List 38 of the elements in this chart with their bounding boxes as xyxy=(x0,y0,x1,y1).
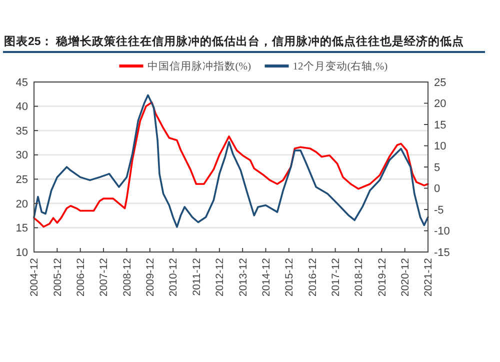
x-tick-label: 2004-12 xyxy=(28,258,41,297)
x-tick-label: 2017-12 xyxy=(330,258,342,297)
y-tick-label: 40 xyxy=(16,101,28,114)
x-tick-label: 2019-12 xyxy=(376,258,388,297)
chart-title: 图表25： 稳增长政策往往在信用脉冲的低估出台，信用脉冲的低点往往也是经济的低点 xyxy=(4,34,464,48)
y2-tick-label: 10 xyxy=(434,140,446,153)
legend-label: 中国信用脉冲指数(%) xyxy=(147,60,252,73)
legend-label: 12个月变动(右轴,%) xyxy=(292,60,388,73)
y2-tick-label: 20 xyxy=(434,98,446,110)
y2-tick-label: -15 xyxy=(434,246,450,259)
y-tick-label: 20 xyxy=(16,198,28,210)
y-tick-label: 15 xyxy=(16,222,28,235)
x-tick-label: 2007-12 xyxy=(98,258,110,297)
x-tick-label: 2015-12 xyxy=(284,258,296,297)
y-tick-label: 35 xyxy=(16,125,28,138)
y-tick-label: 45 xyxy=(16,76,28,89)
y2-tick-label: 15 xyxy=(434,119,446,132)
x-tick-label: 2014-12 xyxy=(260,258,272,297)
x-tick-label: 2005-12 xyxy=(52,258,64,297)
y-tick-label: 25 xyxy=(16,174,28,186)
y2-tick-label: -10 xyxy=(434,226,450,238)
x-tick-label: 2008-12 xyxy=(121,258,134,297)
x-tick-label: 2012-12 xyxy=(214,258,226,297)
x-tick-label: 2020-12 xyxy=(400,258,412,297)
x-tick-label: 2011-12 xyxy=(190,258,203,296)
x-tick-label: 2021-12 xyxy=(422,258,435,297)
x-tick-label: 2009-12 xyxy=(144,258,157,297)
x-tick-label: 2016-12 xyxy=(306,258,319,297)
y2-tick-label: 25 xyxy=(434,76,446,89)
y2-tick-label: 0 xyxy=(434,183,440,196)
x-tick-label: 2006-12 xyxy=(75,258,87,297)
y-tick-label: 30 xyxy=(16,150,28,162)
y2-tick-label: -5 xyxy=(434,204,444,216)
x-tick-label: 2010-12 xyxy=(168,258,180,297)
y-tick-label: 10 xyxy=(16,246,28,259)
x-tick-label: 2013-12 xyxy=(237,258,250,297)
y2-tick-label: 5 xyxy=(434,162,440,174)
x-tick-label: 2018-12 xyxy=(353,258,366,297)
